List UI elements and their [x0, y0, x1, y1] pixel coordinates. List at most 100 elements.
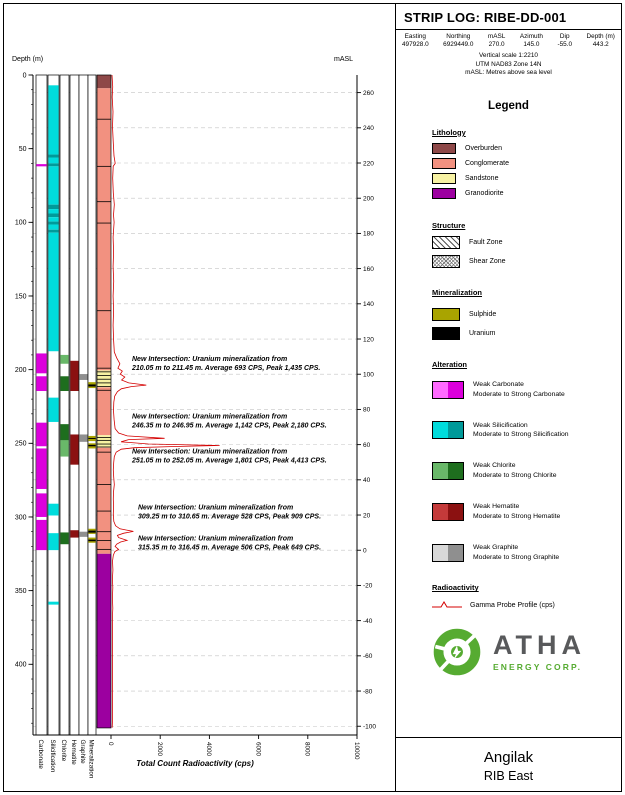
legend-group-silicification: Weak Silicification Moderate to Strong S… — [432, 421, 611, 441]
cps-axis-title: Total Count Radioactivity (cps) — [136, 759, 254, 768]
header: STRIP LOG: RIBE-DD-001 Easting 497928.0 … — [396, 4, 621, 78]
gamma-profile-line-icon — [432, 601, 462, 608]
svg-text:8000: 8000 — [304, 742, 311, 757]
graphite-swatch — [432, 543, 464, 562]
track-carbonate — [35, 74, 48, 736]
annotation-2-line-1: New Intersection: Uranium mineralization… — [132, 413, 287, 420]
chlorite-swatch — [432, 462, 464, 481]
conglomerate-swatch — [432, 157, 456, 169]
legend-item-sulphide: Sulphide — [432, 307, 611, 321]
svg-text:Chlorite: Chlorite — [60, 740, 67, 762]
info-easting: Easting 497928.0 — [402, 33, 429, 48]
alteration-tracks — [35, 74, 97, 736]
masl-axis: 260240220200180160140120100806040200-20-… — [334, 56, 376, 731]
legend-group-chlorite: Weak Chlorite Moderate to Strong Chlorit… — [432, 461, 611, 481]
svg-text:10000: 10000 — [353, 742, 360, 760]
intersection-annotations: New Intersection: Uranium mineralization… — [131, 356, 327, 552]
scale-notes: Vertical scale 1:2210 UTM NAD83 Zone 14N… — [396, 52, 621, 78]
svg-text:260: 260 — [363, 90, 374, 97]
svg-text:-80: -80 — [363, 688, 373, 695]
svg-text:0: 0 — [23, 72, 27, 79]
overburden-swatch — [432, 142, 456, 154]
info-masl: mASL 270.0 — [487, 33, 506, 48]
svg-text:-20: -20 — [363, 583, 373, 590]
svg-text:20: 20 — [363, 512, 371, 519]
svg-text:300: 300 — [15, 514, 27, 521]
svg-text:6000: 6000 — [254, 742, 261, 757]
svg-text:2000: 2000 — [156, 742, 163, 757]
gamma-probe-profile — [111, 74, 220, 728]
logo-subtitle: ENERGY CORP. — [493, 662, 583, 673]
track-chlorite — [59, 74, 70, 736]
collar-info-table: Easting 497928.0 Northing 6929449.0 mASL… — [396, 30, 621, 49]
svg-text:-40: -40 — [363, 618, 373, 625]
svg-text:Graphite: Graphite — [79, 740, 86, 765]
masl-axis-title: mASL — [334, 56, 353, 63]
legend-lithology: Lithology Overburden Conglomerate Sandst… — [432, 128, 611, 199]
legend-item-gamma-profile: Gamma Probe Profile (cps) — [432, 600, 611, 610]
legend-group-carbonate: Weak Carbonate Moderate to Strong Carbon… — [432, 380, 611, 400]
svg-text:-60: -60 — [363, 653, 373, 660]
annotation-1-line-2: 210.05 m to 211.45 m. Average 693 CPS, P… — [131, 365, 320, 372]
sulphide-swatch — [432, 307, 460, 321]
depth-axis-title: Depth (m) — [12, 56, 43, 63]
info-northing: Northing 6929449.0 — [443, 33, 474, 48]
svg-text:350: 350 — [15, 588, 27, 595]
legend-group-graphite: Weak Graphite Moderate to Strong Graphit… — [432, 543, 611, 563]
atha-logo-icon — [433, 629, 481, 676]
silicification-swatch — [432, 421, 464, 440]
legend-item-conglomerate: Conglomerate — [432, 157, 611, 169]
svg-text:220: 220 — [363, 160, 374, 167]
annotation-4-line-1: New Intersection: Uranium mineralization… — [138, 505, 293, 512]
logo-wordmark: ATHA — [493, 630, 586, 661]
annotation-4-line-2: 309.25 m to 310.65 m. Average 528 CPS, P… — [138, 514, 321, 521]
svg-text:140: 140 — [363, 301, 374, 308]
track-mineralization — [87, 74, 97, 736]
note-vertical-scale: Vertical scale 1:2210 — [479, 52, 538, 59]
fault-zone-swatch — [432, 235, 460, 249]
depth-axis: 0 50 100 150 200 250 300 350 400 Depth (m) — [12, 56, 43, 724]
annotation-2-line-2: 246.35 m to 246.95 m. Average 1,142 CPS,… — [131, 422, 327, 429]
lith-granodiorite — [97, 553, 111, 728]
info-azimuth: Azimuth 145.0 — [519, 33, 543, 48]
legend-item-uranium: Uranium — [432, 326, 611, 340]
granodiorite-swatch — [432, 187, 456, 199]
annotation-3-line-2: 251.05 m to 252.05 m. Average 1,801 CPS,… — [131, 458, 327, 465]
carbonate-swatch — [432, 380, 464, 399]
uranium-swatch — [432, 326, 460, 340]
note-utm: UTM NAD83 Zone 14N — [475, 60, 542, 68]
masl-gridlines — [33, 92, 357, 727]
note-masl: mASL: Metres above sea level — [465, 69, 552, 77]
svg-text:Mineralization: Mineralization — [88, 740, 95, 779]
project-name: Angilak — [483, 748, 534, 766]
lith-conglomerate — [97, 447, 111, 554]
legend-item-shear-zone: Shear Zone — [432, 254, 611, 268]
svg-text:400: 400 — [15, 662, 27, 669]
svg-text:200: 200 — [15, 367, 27, 374]
svg-text:100: 100 — [15, 220, 27, 227]
project-footer: Angilak RIB East — [396, 736, 621, 792]
hematite-swatch — [432, 502, 464, 521]
svg-text:100: 100 — [363, 372, 374, 379]
svg-text:200: 200 — [363, 196, 374, 203]
track-graphite — [78, 74, 89, 736]
svg-text:240: 240 — [363, 125, 374, 132]
legend-radioactivity: Radioactivity Gamma Probe Profile (cps) — [432, 583, 611, 610]
lith-conglomerate — [97, 88, 111, 371]
svg-text:250: 250 — [15, 441, 27, 448]
legend-mineralization: Mineralization Sulphide Uranium — [432, 288, 611, 340]
legend-item-overburden: Overburden — [432, 142, 611, 154]
lith-sandstone — [97, 435, 111, 448]
legend-structure: Structure Fault Zone Shear Zone — [432, 221, 611, 268]
svg-text:180: 180 — [363, 231, 374, 238]
svg-text:80: 80 — [363, 407, 371, 414]
svg-text:160: 160 — [363, 266, 374, 273]
svg-text:0: 0 — [107, 742, 114, 746]
cps-axis: 0 2000 4000 6000 8000 10000 Total Count Radioa… — [37, 735, 360, 779]
legend: Lithology Overburden Conglomerate Sandst… — [396, 128, 621, 610]
legend-item-fault-zone: Fault Zone — [432, 235, 611, 249]
svg-text:Hematite: Hematite — [70, 740, 77, 766]
lith-overburden — [97, 75, 111, 89]
